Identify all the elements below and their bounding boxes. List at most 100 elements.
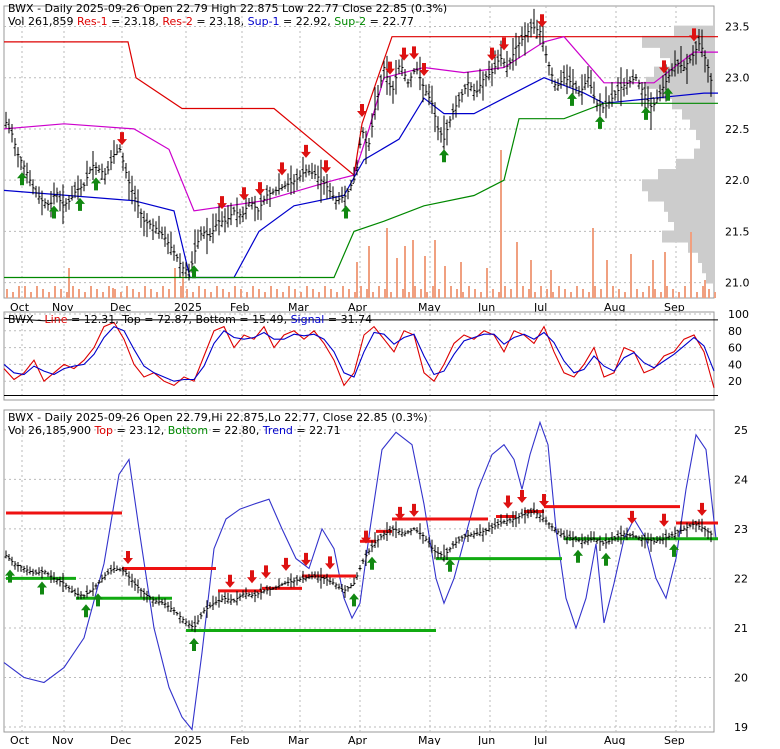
trend-panel: 25 24 23 22 21 20 19 Oct Nov Dec 2025 Feb Mar Apr May… [3,409,748,747]
volume-bar [156,292,158,298]
volume-bar [704,280,706,298]
volume-bar [282,292,284,298]
volume-bar [660,292,662,298]
volume-profile-bar [702,261,714,274]
buy-arrow-icon [349,593,359,607]
x-tick-label: Apr [348,301,368,314]
volume-bar [324,286,326,298]
volume-bar [126,286,128,298]
volume-bar [222,289,224,298]
volume-bar [366,289,368,298]
price-x-ticks: Oct Nov Dec 2025 Feb Mar Apr May Jun Jul Aug Sep [10,301,685,314]
volume-bar [600,289,602,298]
volume-bar [68,268,70,298]
price-signal-arrows [17,14,699,279]
volume-bar [90,286,92,298]
y-tick-label: 60 [728,342,742,355]
volume-bar [356,262,358,298]
sell-arrow-icon [409,503,419,517]
volume-bar [102,292,104,298]
sell-arrow-icon [321,160,331,174]
x-tick-label: Sep [664,301,685,314]
volume-bar [424,256,426,298]
trend-header-line2: Vol 26,185,900 Top = 23.12, Bottom = 22.… [8,424,341,437]
volume-bar [18,286,20,298]
buy-arrow-icon [91,177,101,191]
volume-bar [186,289,188,298]
volume-bar [112,288,114,298]
volume-bar [498,292,500,298]
volume-bar [402,289,404,298]
volume-bar [54,286,56,298]
x-tick-label: Oct [10,734,30,745]
x-tick-label: Oct [10,301,30,314]
sell-arrow-icon [357,103,367,117]
volume-bar [132,289,134,298]
sell-arrow-icon [419,62,429,76]
stochastic-top-line [3,317,718,322]
sell-arrow-icon [659,60,669,74]
volume-bar [570,292,572,298]
volume-bar [438,289,440,298]
volume-bar [162,286,164,298]
volume-bar [664,252,666,298]
volume-bar [72,286,74,298]
volume-bar [396,258,398,298]
volume-bar [182,276,184,298]
buy-arrow-icon [595,115,605,129]
volume-profile-bar [696,128,714,141]
x-tick-label: Aug [604,734,625,745]
buy-arrow-icon [601,552,611,566]
volume-bar [294,289,296,298]
volume-bar [96,289,98,298]
x-tick-label: Jul [533,301,547,314]
volume-bar [582,289,584,298]
volume-bar [540,286,542,298]
volume-bar [174,268,176,298]
buy-arrow-icon [367,556,377,570]
volume-bar [360,286,362,298]
volume-bar [456,289,458,298]
volume-bar [336,292,338,298]
sell-arrow-icon [399,47,409,61]
volume-bar [528,289,530,298]
stochastic-y-ticks: 100 80 60 40 20 [728,308,749,388]
sell-arrow-icon [409,46,419,60]
buy-arrow-icon [37,581,47,595]
sell-arrow-icon [537,14,547,28]
volume-bar [696,292,698,298]
volume-profile-bar [642,35,714,48]
volume-bar [462,292,464,298]
volume-bar [714,292,716,298]
x-tick-label: Dec [110,301,131,314]
volume-bar [666,286,668,298]
volume-bar [378,286,380,298]
volume-bar [180,286,182,298]
volume-profile-bar [688,240,714,253]
volume-bar [460,262,462,298]
buy-arrow-icon [81,604,91,618]
volume-bar [624,292,626,298]
volume-bar [486,268,488,298]
buy-arrow-icon [75,197,85,211]
volume-profile-bar [658,169,714,182]
volume-bar [468,286,470,298]
volume-profile-bar [698,251,714,264]
trend-price-series [4,502,713,633]
volume-bar [204,289,206,298]
volume-bar [432,286,434,298]
sell-arrow-icon [325,556,335,570]
sell-arrow-icon [517,490,527,504]
y-tick-label: 21 [734,622,748,635]
volume-bar [174,292,176,298]
sell-arrow-icon [217,196,227,210]
volume-bar [138,292,140,298]
y-tick-label: 19 [734,721,748,734]
price-series [4,8,713,281]
volume-bar [264,292,266,298]
volume-bar [576,286,578,298]
x-tick-label: May [418,734,441,745]
volume-bar [510,289,512,298]
volume-bar [6,289,8,298]
